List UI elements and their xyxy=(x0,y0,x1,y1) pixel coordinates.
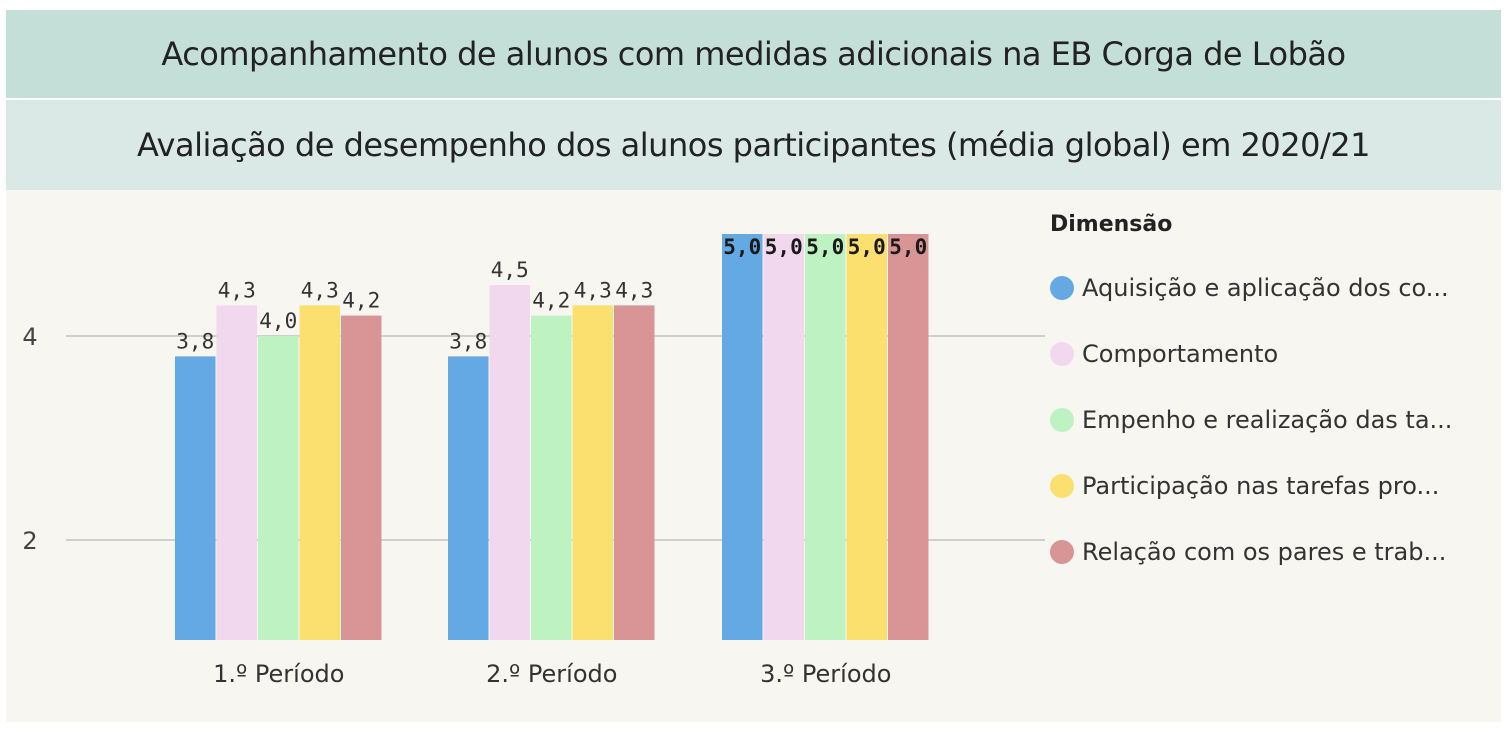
legend-label: Relação com os pares e trab... xyxy=(1082,538,1447,566)
bar xyxy=(341,315,382,640)
legend-item[interactable]: Relação com os pares e trab... xyxy=(1050,519,1490,585)
x-tick-label: 2.º Período xyxy=(486,660,617,688)
bar xyxy=(763,234,804,640)
x-tick-label: 1.º Período xyxy=(213,660,344,688)
bar xyxy=(258,336,299,640)
data-label: 4,5 xyxy=(491,258,529,282)
data-label: 5,0 xyxy=(723,235,761,259)
data-label: 4,2 xyxy=(532,289,570,313)
legend-dot-icon xyxy=(1050,276,1074,300)
data-label: 4,2 xyxy=(342,289,380,313)
data-label: 5,0 xyxy=(806,235,844,259)
bar xyxy=(846,234,887,640)
data-label: 3,8 xyxy=(176,329,214,353)
y-tick-label: 2 xyxy=(22,527,37,555)
data-label: 4,3 xyxy=(301,278,339,302)
bar xyxy=(531,315,572,640)
data-label: 4,3 xyxy=(615,278,653,302)
data-label: 4,3 xyxy=(218,278,256,302)
data-label: 3,8 xyxy=(449,329,487,353)
data-label: 5,0 xyxy=(765,235,803,259)
bar xyxy=(216,305,257,640)
legend-dot-icon xyxy=(1050,408,1074,432)
legend-dot-icon xyxy=(1050,474,1074,498)
legend-item[interactable]: Comportamento xyxy=(1050,321,1490,387)
legend-item[interactable]: Participação nas tarefas pro... xyxy=(1050,453,1490,519)
bar xyxy=(572,305,613,640)
data-label: 5,0 xyxy=(889,235,927,259)
chart-title: Acompanhamento de alunos com medidas adi… xyxy=(6,10,1501,98)
chart-subtitle: Avaliação de desempenho dos alunos parti… xyxy=(6,100,1501,190)
legend-label: Participação nas tarefas pro... xyxy=(1082,472,1440,500)
legend-label: Aquisição e aplicação dos co... xyxy=(1082,274,1449,302)
legend: Dimensão Aquisição e aplicação dos co...… xyxy=(1050,212,1490,585)
x-tick-label: 3.º Período xyxy=(760,660,891,688)
bar xyxy=(805,234,846,640)
bar xyxy=(175,356,216,640)
bar xyxy=(614,305,655,640)
legend-item[interactable]: Empenho e realização das ta... xyxy=(1050,387,1490,453)
data-label: 4,3 xyxy=(574,278,612,302)
legend-label: Empenho e realização das ta... xyxy=(1082,406,1453,434)
y-tick-label: 4 xyxy=(22,323,37,351)
bar xyxy=(489,285,530,640)
data-label: 5,0 xyxy=(848,235,886,259)
bar xyxy=(722,234,763,640)
legend-title: Dimensão xyxy=(1050,212,1173,237)
legend-dot-icon xyxy=(1050,540,1074,564)
bar xyxy=(448,356,489,640)
legend-label: Comportamento xyxy=(1082,340,1279,368)
legend-dot-icon xyxy=(1050,342,1074,366)
data-label: 4,0 xyxy=(259,309,297,333)
legend-item[interactable]: Aquisição e aplicação dos co... xyxy=(1050,255,1490,321)
bar xyxy=(299,305,340,640)
bar xyxy=(888,234,929,640)
